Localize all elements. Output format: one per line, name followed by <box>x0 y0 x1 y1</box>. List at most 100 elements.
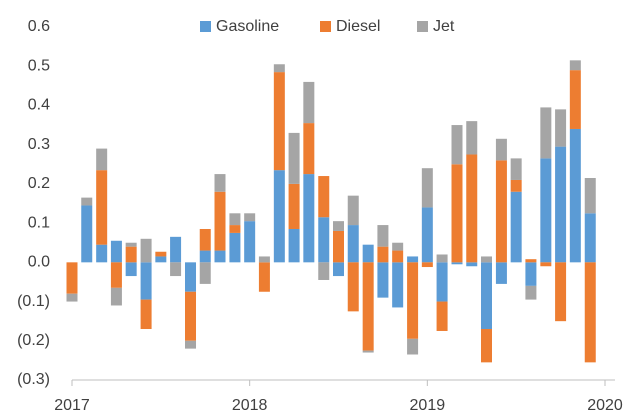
bar <box>540 158 552 263</box>
bar <box>140 262 152 300</box>
bar <box>303 123 315 175</box>
bar <box>199 228 211 251</box>
bar <box>140 238 152 263</box>
bar <box>362 244 374 263</box>
bar <box>288 228 300 263</box>
bar <box>110 262 122 288</box>
legend-label: Jet <box>433 18 455 35</box>
bar <box>510 191 522 263</box>
bar <box>569 70 581 129</box>
bar <box>569 60 581 71</box>
bar <box>392 250 404 263</box>
bar <box>66 262 78 294</box>
y-tick-label: 0.0 <box>28 254 50 271</box>
bar <box>347 262 359 312</box>
bar <box>81 197 93 206</box>
bar <box>318 217 330 263</box>
bar <box>480 256 492 263</box>
legend-label: Gasoline <box>216 18 279 35</box>
bar <box>110 240 122 263</box>
bar <box>540 262 552 267</box>
y-tick-label: (0.2) <box>17 332 50 349</box>
bar <box>451 164 463 263</box>
bar <box>318 262 330 280</box>
y-tick-label: (0.3) <box>17 371 50 388</box>
bar <box>584 262 596 363</box>
bar <box>347 195 359 226</box>
bar <box>96 170 108 245</box>
bar <box>362 262 374 351</box>
bar <box>510 158 522 180</box>
bar <box>555 262 567 322</box>
x-tick-label: 2019 <box>410 397 446 414</box>
y-tick-label: 0.3 <box>28 136 50 153</box>
bar <box>495 160 507 263</box>
bar <box>466 262 478 267</box>
bar <box>480 329 492 363</box>
bar <box>392 262 404 308</box>
bar <box>273 170 285 263</box>
bar <box>480 262 492 330</box>
bar <box>288 183 300 229</box>
bar <box>407 338 419 355</box>
y-tick-label: 0.6 <box>28 18 50 35</box>
bar <box>555 109 567 147</box>
bar <box>96 148 108 171</box>
bar <box>436 254 448 263</box>
bar <box>347 225 359 263</box>
bar <box>170 262 182 277</box>
bar <box>584 178 596 214</box>
bar <box>421 262 433 268</box>
x-tick-label: 2017 <box>54 397 90 414</box>
bar <box>451 262 463 265</box>
bar <box>407 262 419 339</box>
bar <box>288 132 300 184</box>
bar <box>258 262 270 292</box>
bar <box>362 350 374 353</box>
bar <box>199 250 211 263</box>
bar <box>525 285 537 300</box>
bar <box>466 154 478 263</box>
legend-swatch <box>417 21 428 32</box>
bar <box>81 205 93 263</box>
bar <box>214 191 226 251</box>
bar <box>214 174 226 192</box>
bar <box>555 146 567 263</box>
legend-label: Diesel <box>336 18 380 35</box>
bar <box>258 256 270 263</box>
bar <box>185 291 197 341</box>
bar <box>185 262 197 292</box>
bar <box>229 232 241 263</box>
bar <box>318 176 330 218</box>
bar <box>125 246 137 263</box>
bar <box>273 64 285 73</box>
bar <box>569 128 581 263</box>
bar <box>333 230 344 263</box>
bar <box>303 174 315 263</box>
bar <box>140 299 152 330</box>
legend-swatch <box>200 21 211 32</box>
bar <box>421 207 433 263</box>
bar <box>333 262 344 277</box>
bar <box>495 262 507 284</box>
bar <box>214 250 226 263</box>
bar <box>303 81 315 124</box>
bar <box>199 262 211 284</box>
bar <box>436 301 448 331</box>
bar <box>155 251 167 257</box>
y-tick-label: 0.1 <box>28 214 50 231</box>
bar <box>66 293 78 302</box>
bar <box>244 213 256 222</box>
bar <box>495 138 507 161</box>
bar <box>185 340 197 349</box>
bar <box>96 244 108 263</box>
bar <box>451 125 463 165</box>
y-tick-label: (0.1) <box>17 293 50 310</box>
bar <box>377 225 389 247</box>
bar <box>155 256 167 263</box>
bar <box>273 72 285 171</box>
bar <box>510 179 522 192</box>
bar <box>110 287 122 306</box>
legend-swatch <box>320 21 331 32</box>
bar <box>244 221 256 263</box>
